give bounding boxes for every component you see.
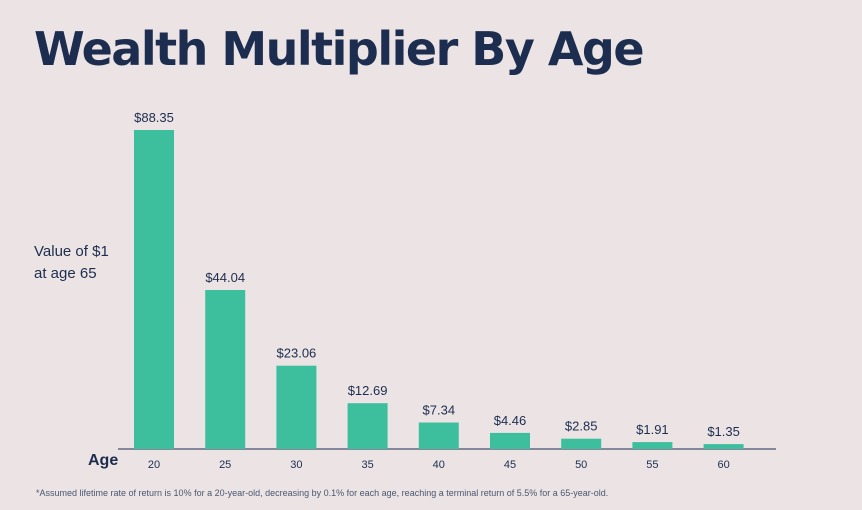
y-axis-label-line-2: at age 65 [34,265,97,282]
x-axis-label: Age [88,452,119,469]
x-tick-45: 45 [504,459,516,471]
x-tick-30: 30 [290,459,302,471]
bar-age-50 [561,438,602,449]
x-tick-40: 40 [433,459,445,471]
bar-age-30 [276,365,317,449]
x-tick-55: 55 [646,459,658,471]
data-label-age-35: $12.69 [348,383,388,398]
bar-age-25 [205,290,246,449]
bar-age-60 [703,444,744,449]
x-tick-25: 25 [219,459,231,471]
chart-title: Wealth Multiplier By Age [34,22,645,76]
x-tick-60: 60 [717,459,729,471]
data-label-age-60: $1.35 [707,424,740,439]
footnote: *Assumed lifetime rate of return is 10% … [36,488,609,498]
data-label-age-50: $2.85 [565,419,598,434]
data-label-age-45: $4.46 [494,413,527,428]
y-axis-label-line-1: Value of $1 [34,243,109,260]
x-tick-50: 50 [575,459,587,471]
x-tick-20: 20 [148,459,160,471]
data-label-age-25: $44.04 [205,270,245,285]
data-label-age-30: $23.06 [277,346,317,361]
y-axis-label: Value of $1 at age 65 [34,241,109,285]
data-label-age-55: $1.91 [636,422,669,437]
data-label-age-40: $7.34 [423,403,456,418]
bar-age-40 [418,422,459,449]
x-tick-35: 35 [361,459,373,471]
bar-age-20 [134,130,174,449]
bar-age-55 [632,442,673,449]
bar-age-35 [347,403,388,449]
bar-age-45 [490,432,530,449]
data-label-age-20: $88.35 [134,110,174,125]
